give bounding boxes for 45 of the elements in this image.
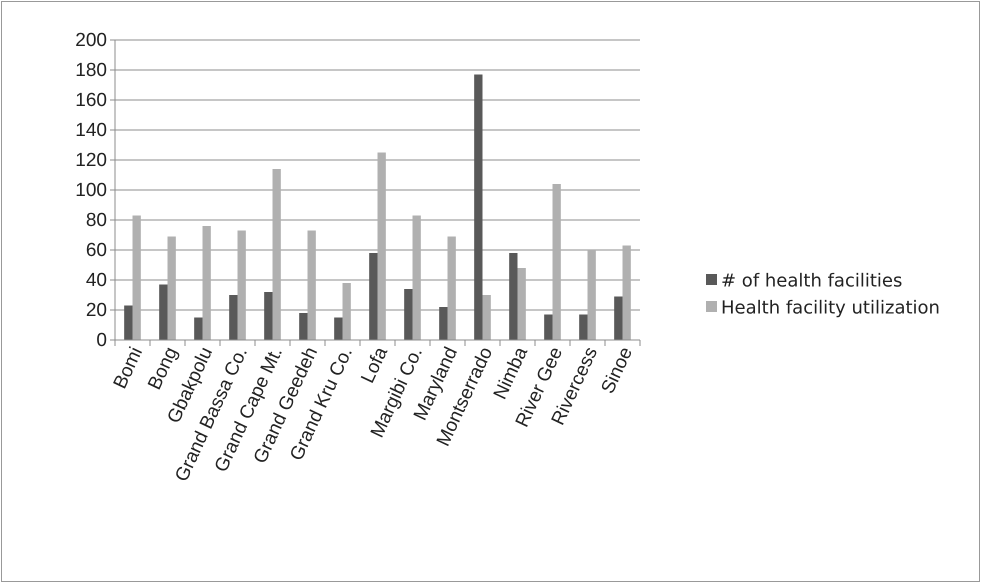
bar xyxy=(518,268,526,340)
bar xyxy=(202,226,211,340)
x-tick-label: Bomi xyxy=(110,344,148,392)
legend-label: Health facility utilization xyxy=(721,297,940,318)
bar xyxy=(369,253,378,340)
bar xyxy=(168,236,176,340)
bar xyxy=(579,314,588,340)
bar xyxy=(194,318,202,340)
bar xyxy=(334,318,342,340)
bar xyxy=(614,296,622,340)
y-tick-label: 200 xyxy=(75,30,107,52)
legend-label: # of health facilities xyxy=(721,270,902,292)
y-tick-label: 0 xyxy=(96,330,107,352)
bar xyxy=(404,289,412,340)
y-tick-label: 80 xyxy=(86,210,107,232)
y-tick-label: 60 xyxy=(86,240,107,262)
bar xyxy=(588,250,596,340)
bar xyxy=(622,246,631,340)
bar xyxy=(448,236,456,340)
y-tick-label: 180 xyxy=(75,60,107,82)
bar xyxy=(439,307,448,340)
bar xyxy=(482,295,491,340)
y-tick-label: 100 xyxy=(75,180,107,202)
bar xyxy=(132,216,141,340)
y-tick-label: 40 xyxy=(86,270,107,292)
bar xyxy=(299,313,308,340)
bar xyxy=(308,230,316,340)
bar xyxy=(378,152,386,340)
bar xyxy=(238,230,246,340)
bar xyxy=(159,284,168,340)
bar xyxy=(264,292,272,340)
y-tick-label: 160 xyxy=(75,90,107,112)
x-tick-label: Sinoe xyxy=(597,344,638,397)
bar xyxy=(229,295,238,340)
y-tick-label: 20 xyxy=(86,300,107,322)
bar xyxy=(509,253,518,340)
bar xyxy=(474,74,482,340)
bar xyxy=(412,216,421,340)
bar xyxy=(272,169,281,340)
bar xyxy=(124,306,132,340)
bar xyxy=(552,184,561,340)
bar xyxy=(544,314,552,340)
bar xyxy=(342,283,351,340)
y-tick-label: 120 xyxy=(75,150,107,172)
y-tick-label: 140 xyxy=(75,120,107,142)
